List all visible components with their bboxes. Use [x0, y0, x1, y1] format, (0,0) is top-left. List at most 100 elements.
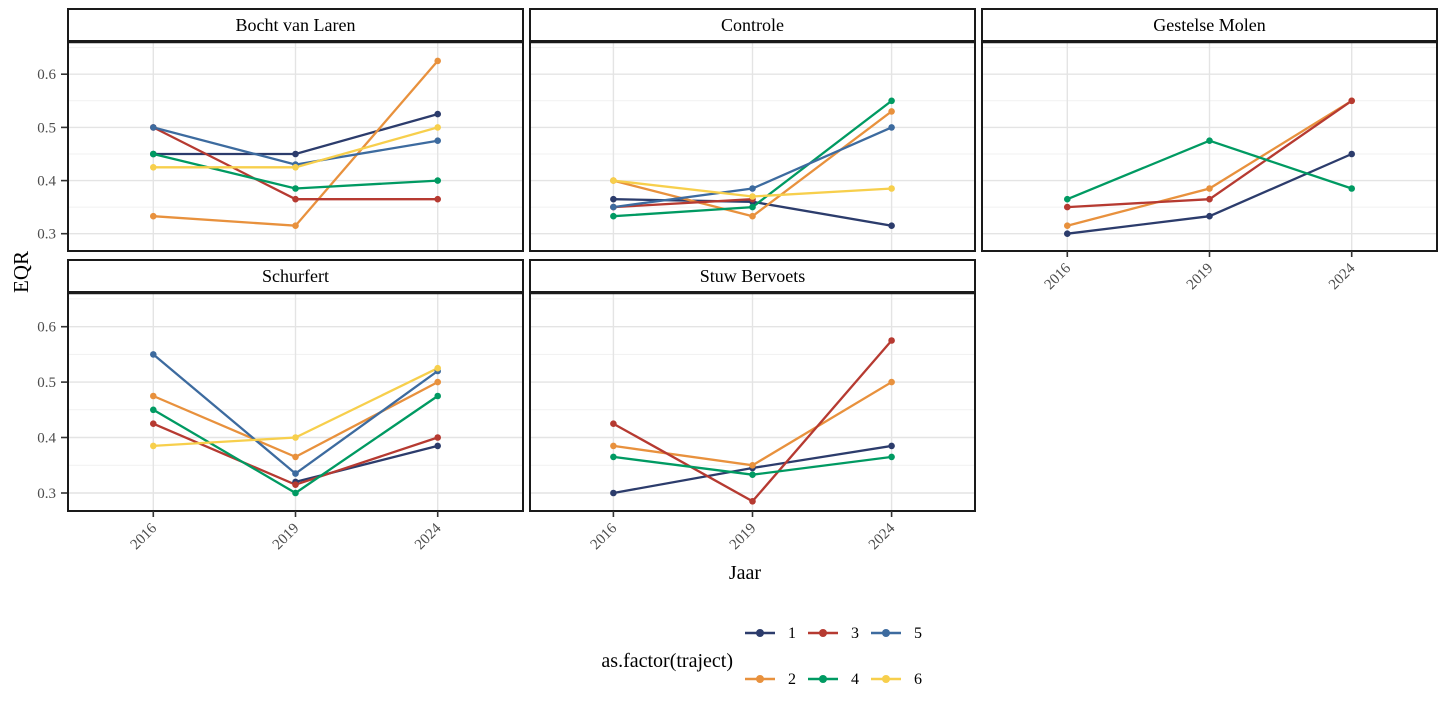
- x-tick-label: 2024: [412, 520, 445, 553]
- x-tick-label: 2016: [588, 520, 621, 553]
- data-point-2: [150, 212, 157, 220]
- data-point-6: [434, 364, 442, 372]
- data-point-6: [292, 164, 299, 171]
- facet-title: Gestelse Molen: [1153, 15, 1265, 35]
- data-point-1: [1206, 212, 1213, 220]
- legend-title: as.factor(traject): [601, 650, 733, 672]
- data-point-5: [150, 124, 157, 131]
- data-point-1: [888, 222, 895, 229]
- facet-strip: [529, 8, 976, 42]
- data-point-2: [150, 392, 157, 400]
- data-point-4: [292, 185, 299, 192]
- legend-key-label-5: 5: [914, 625, 922, 642]
- y-tick-label: 0.3: [37, 227, 56, 243]
- data-point-2: [749, 462, 756, 469]
- data-point-4: [150, 406, 157, 414]
- data-point-5: [292, 470, 299, 477]
- data-point-5: [150, 351, 157, 358]
- legend-key-label-6: 6: [914, 671, 922, 688]
- data-point-4: [888, 453, 895, 461]
- series-line-3: [613, 198, 753, 209]
- data-point-3: [610, 420, 617, 428]
- data-point-6: [292, 434, 299, 441]
- data-point-1: [434, 110, 442, 118]
- data-point-6: [610, 177, 617, 184]
- legend-keys: 1 2 3 4 5 6: [745, 625, 922, 688]
- data-point-2: [434, 57, 442, 65]
- data-point-4: [434, 392, 442, 400]
- data-point-6: [749, 193, 756, 200]
- legend-key-label-4: 4: [851, 671, 859, 688]
- data-point-4: [292, 489, 299, 497]
- data-point-4: [888, 97, 895, 105]
- data-point-1: [888, 442, 895, 450]
- data-point-5: [610, 203, 617, 211]
- legend-key-label-3: 3: [851, 625, 859, 642]
- y-tick-label: 0.5: [37, 120, 56, 136]
- facet-title: Bocht van Laren: [236, 15, 356, 35]
- y-tick-label: 0.6: [37, 320, 56, 336]
- data-point-3: [1064, 203, 1071, 211]
- data-point-4: [434, 177, 442, 184]
- y-tick-label: 0.4: [37, 174, 56, 190]
- data-point-2: [888, 108, 895, 115]
- data-point-1: [1064, 230, 1071, 237]
- data-point-5: [434, 137, 442, 144]
- data-point-4: [749, 471, 756, 479]
- data-point-3: [749, 498, 756, 505]
- legend-key-point-1: [756, 629, 764, 637]
- y-tick-label: 0.5: [37, 375, 56, 391]
- legend-key-label-1: 1: [788, 625, 796, 642]
- data-point-3: [292, 481, 299, 489]
- facet-title: Controle: [721, 15, 784, 35]
- data-point-4: [610, 212, 617, 220]
- data-point-6: [150, 164, 157, 171]
- legend-key-label-2: 2: [788, 671, 796, 688]
- data-point-6: [888, 185, 895, 192]
- data-point-1: [434, 442, 442, 450]
- data-point-1: [1348, 150, 1355, 158]
- x-axis-title: Jaar: [729, 562, 762, 584]
- data-point-4: [1206, 137, 1213, 144]
- data-point-4: [1064, 195, 1071, 203]
- x-tick-label: 2016: [1042, 260, 1075, 293]
- data-point-1: [610, 195, 617, 203]
- data-point-3: [1348, 97, 1355, 105]
- legend-key-point-6: [882, 675, 890, 683]
- legend-key-point-4: [819, 675, 827, 683]
- data-point-6: [434, 124, 442, 131]
- data-point-2: [1064, 222, 1071, 229]
- facet-strip: [67, 8, 524, 42]
- data-point-1: [292, 150, 299, 158]
- facet-title: Stuw Bervoets: [700, 266, 806, 286]
- data-point-3: [292, 195, 299, 203]
- y-tick-label: 0.4: [37, 431, 56, 447]
- data-point-4: [610, 453, 617, 461]
- facet-strip: [529, 259, 976, 293]
- data-point-3: [1206, 195, 1213, 203]
- data-point-3: [150, 420, 157, 428]
- y-tick-label: 0.6: [37, 67, 56, 83]
- data-point-4: [749, 203, 756, 211]
- facet-title: Schurfert: [262, 266, 329, 286]
- data-point-1: [610, 489, 617, 497]
- data-point-3: [888, 337, 895, 344]
- legend-key-point-2: [756, 675, 764, 683]
- data-point-3: [434, 195, 442, 203]
- chart-panels: Bocht van Laren Controle Gestelse Molen 201…: [37, 8, 1438, 553]
- data-point-4: [1348, 185, 1355, 192]
- data-point-2: [749, 212, 756, 220]
- x-tick-label: 2016: [128, 520, 161, 553]
- data-point-2: [1206, 185, 1213, 192]
- data-point-4: [150, 150, 157, 158]
- y-tick-label: 0.3: [37, 486, 56, 502]
- data-point-2: [292, 453, 299, 461]
- x-tick-label: 2019: [1184, 261, 1217, 294]
- data-point-3: [434, 434, 442, 441]
- x-tick-label: 2024: [1326, 260, 1359, 293]
- data-point-5: [749, 185, 756, 192]
- data-point-2: [888, 378, 895, 386]
- data-point-2: [292, 222, 299, 229]
